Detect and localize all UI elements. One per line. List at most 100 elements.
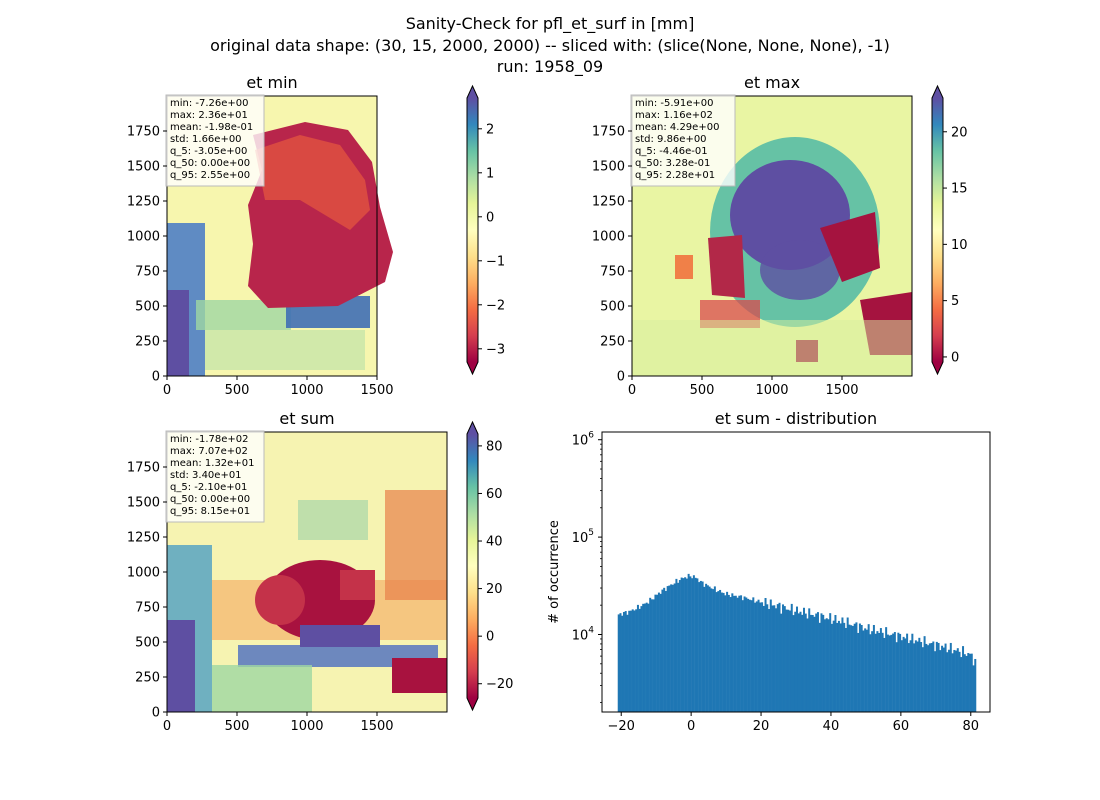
panel-title: et max — [744, 73, 800, 92]
histogram-bar — [946, 652, 949, 712]
stats-line: min: -5.91e+00 — [635, 98, 714, 109]
histogram-bar — [701, 581, 704, 712]
histogram-bar — [768, 609, 771, 712]
histogram-bar — [888, 635, 891, 712]
histogram-bar — [636, 604, 639, 712]
histogram-bar — [953, 649, 956, 712]
colorbar-tick-label: −3 — [486, 342, 505, 357]
histogram-bar — [731, 593, 734, 712]
heatmap-image — [167, 432, 447, 712]
histogram-bar — [914, 640, 917, 712]
histogram-bar — [764, 598, 767, 712]
histogram-bar — [925, 643, 928, 712]
histogram-bar — [878, 632, 881, 712]
histogram-bar — [853, 623, 856, 712]
panel-et-max: et max min: -5.91e+00 max: 1.16e+02 mean… — [592, 73, 968, 398]
colorbar-tick-label: 20 — [486, 582, 503, 597]
histogram-bar — [703, 586, 706, 712]
histogram-bar — [633, 610, 636, 712]
histogram-bar — [715, 592, 718, 712]
histogram-bar — [823, 619, 826, 712]
histogram-bar — [780, 613, 783, 712]
colorbar: 0 5 10 15 20 — [931, 84, 968, 376]
histogram-bar — [698, 582, 701, 712]
stats-line: q_5: -2.10e+01 — [170, 482, 247, 493]
colorbar-tick-label: 80 — [486, 439, 503, 454]
colorbar: −20 0 20 40 60 80 — [466, 420, 513, 712]
stats-line: std: 9.86e+00 — [635, 134, 707, 145]
histogram-bar — [727, 594, 730, 712]
histogram-bar — [906, 633, 909, 712]
histogram-bar — [745, 597, 748, 712]
histogram-bar — [761, 602, 764, 712]
y-tick-label: 1250 — [127, 531, 160, 546]
histogram-bar — [885, 627, 888, 712]
histogram-bar — [659, 593, 662, 712]
histogram-bar — [740, 595, 743, 712]
colorbar-tick-label: 0 — [486, 210, 494, 225]
stats-line: q_95: 2.28e+01 — [635, 170, 715, 181]
stats-box: min: -1.78e+02 max: 7.07e+02 mean: 1.32e… — [165, 430, 265, 523]
colorbar: −3 −2 −1 0 1 2 — [466, 84, 505, 376]
histogram-bar — [848, 624, 851, 712]
histogram-bar — [916, 641, 919, 712]
panel-title: et sum — [279, 409, 334, 428]
histogram-bar — [886, 634, 889, 712]
histogram-bar — [949, 642, 952, 712]
y-tick-label: 1000 — [127, 566, 160, 581]
histogram-bar — [794, 611, 797, 712]
histogram-bar — [621, 615, 624, 712]
y-tick-label: 750 — [135, 601, 160, 616]
stats-line: max: 7.07e+02 — [170, 446, 248, 457]
histogram-bar — [790, 603, 793, 712]
histogram-bar — [951, 653, 954, 712]
histogram-bar — [685, 578, 688, 712]
y-tick-label: 0 — [617, 370, 625, 385]
histogram-bar — [771, 605, 774, 712]
x-tick-label: 80 — [963, 719, 980, 734]
histogram-bar — [956, 648, 959, 712]
histogram-bar — [752, 597, 755, 712]
histogram-bar — [799, 611, 802, 712]
histogram-bar — [809, 614, 812, 712]
histogram-bar — [710, 588, 713, 712]
histogram-bar — [881, 632, 884, 712]
histogram-bar — [712, 589, 715, 712]
y-tick-label: 250 — [600, 335, 625, 350]
y-tick-label: 0 — [152, 706, 160, 721]
histogram-bar — [696, 578, 699, 712]
histogram-bar — [955, 650, 958, 712]
histogram-bar — [815, 613, 818, 712]
y-tick-label: 250 — [135, 671, 160, 686]
colorbar-tick-label: −20 — [486, 677, 513, 692]
panel-title: et sum - distribution — [715, 409, 877, 428]
histogram-bar — [736, 597, 739, 712]
colorbar-extend-max — [932, 86, 943, 98]
histogram-bar — [666, 586, 669, 712]
histogram-bar — [825, 618, 828, 712]
histogram-bar — [675, 578, 678, 712]
histogram-bar — [628, 610, 631, 712]
y-tick-label: 750 — [135, 265, 160, 280]
histogram-bar — [967, 653, 970, 712]
histogram-bar — [830, 623, 833, 712]
histogram-bar — [841, 617, 844, 712]
colorbar-tick-label: 40 — [486, 535, 503, 550]
x-tick-label: 60 — [893, 719, 910, 734]
histogram-bar — [816, 612, 819, 712]
histogram-bar — [802, 607, 805, 712]
axes: 0 500 1000 1500 0 250 500 750 1000 1250 1500 1750 — [127, 461, 394, 735]
histogram-bar — [897, 632, 900, 712]
histogram-bar — [860, 625, 863, 712]
stats-line: mean: 1.32e+01 — [170, 458, 254, 469]
figure-subtitle: original data shape: (30, 15, 2000, 2000… — [210, 36, 890, 55]
x-tick-label: −20 — [608, 719, 635, 734]
histogram-bar — [741, 600, 744, 712]
histogram-bar — [879, 628, 882, 712]
histogram-bar — [855, 622, 858, 712]
figure-run-label: run: 1958_09 — [497, 57, 603, 77]
x-tick-label: 1500 — [360, 383, 393, 398]
colorbar-outline — [466, 420, 479, 712]
colorbar-tick-label: 60 — [486, 487, 503, 502]
y-tick-label: 1500 — [127, 496, 160, 511]
